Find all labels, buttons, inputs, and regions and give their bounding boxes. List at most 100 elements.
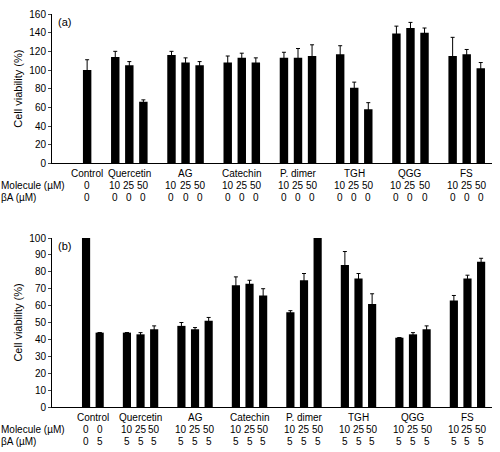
svg-text:50: 50 [419, 180, 431, 191]
svg-text:10: 10 [284, 424, 296, 435]
svg-text:TGH: TGH [344, 168, 365, 179]
svg-text:Control: Control [77, 412, 109, 423]
svg-text:70: 70 [35, 283, 47, 294]
svg-text:10: 10 [121, 424, 133, 435]
svg-text:50: 50 [257, 424, 269, 435]
svg-text:0: 0 [464, 192, 470, 203]
svg-text:30: 30 [35, 351, 47, 362]
svg-text:5: 5 [410, 436, 416, 447]
svg-text:25: 25 [189, 424, 201, 435]
svg-text:10: 10 [109, 180, 121, 191]
svg-text:QGG: QGG [401, 412, 425, 423]
svg-text:Molecule (µM): Molecule (µM) [1, 424, 65, 435]
svg-text:5: 5 [233, 436, 239, 447]
svg-text:AG: AG [188, 412, 203, 423]
svg-text:5: 5 [97, 436, 103, 447]
svg-text:10: 10 [175, 424, 187, 435]
svg-text:Cell viability (%): Cell viability (%) [12, 283, 24, 361]
svg-text:5: 5 [369, 436, 375, 447]
svg-text:0: 0 [197, 192, 203, 203]
svg-text:QGG: QGG [398, 168, 422, 179]
svg-text:0: 0 [351, 192, 357, 203]
svg-text:0: 0 [478, 192, 484, 203]
svg-text:5: 5 [287, 436, 293, 447]
svg-text:10: 10 [35, 385, 47, 396]
svg-text:0: 0 [239, 192, 245, 203]
svg-text:90: 90 [35, 249, 47, 260]
svg-text:0: 0 [450, 192, 456, 203]
svg-text:25: 25 [298, 424, 310, 435]
svg-text:5: 5 [478, 436, 484, 447]
svg-text:40: 40 [35, 334, 47, 345]
svg-text:0: 0 [97, 424, 103, 435]
svg-text:5: 5 [247, 436, 253, 447]
svg-text:25: 25 [404, 180, 416, 191]
svg-text:50: 50 [148, 424, 160, 435]
svg-text:0: 0 [422, 192, 428, 203]
svg-text:25: 25 [348, 180, 360, 191]
svg-text:20: 20 [35, 368, 47, 379]
svg-text:Molecule (µM): Molecule (µM) [1, 180, 65, 191]
svg-text:5: 5 [151, 436, 157, 447]
svg-text:0: 0 [365, 192, 371, 203]
svg-text:0: 0 [84, 192, 90, 203]
svg-text:Quercetin: Quercetin [119, 412, 162, 423]
svg-text:0: 0 [281, 192, 287, 203]
svg-text:10: 10 [278, 180, 290, 191]
svg-text:0: 0 [40, 402, 46, 413]
svg-text:5: 5 [342, 436, 348, 447]
svg-text:25: 25 [353, 424, 365, 435]
svg-text:50: 50 [421, 424, 433, 435]
svg-text:5: 5 [260, 436, 266, 447]
svg-text:0: 0 [140, 192, 146, 203]
svg-text:50: 50 [35, 317, 47, 328]
svg-text:25: 25 [123, 180, 135, 191]
svg-text:0: 0 [126, 192, 132, 203]
svg-text:0: 0 [112, 192, 118, 203]
svg-text:0: 0 [40, 158, 46, 169]
svg-text:140: 140 [29, 27, 46, 38]
svg-text:160: 160 [29, 9, 46, 20]
svg-text:0: 0 [225, 192, 231, 203]
svg-text:10: 10 [230, 424, 242, 435]
svg-text:25: 25 [461, 424, 473, 435]
svg-text:120: 120 [29, 46, 46, 57]
svg-text:0: 0 [407, 192, 413, 203]
svg-text:10: 10 [165, 180, 177, 191]
svg-text:5: 5 [178, 436, 184, 447]
svg-text:25: 25 [180, 180, 192, 191]
svg-text:50: 50 [137, 180, 149, 191]
svg-text:AG: AG [178, 168, 193, 179]
svg-text:40: 40 [35, 121, 47, 132]
svg-text:Control: Control [71, 168, 103, 179]
svg-text:P. dimer: P. dimer [280, 168, 317, 179]
svg-text:0: 0 [253, 192, 259, 203]
svg-text:(a): (a) [58, 16, 71, 28]
svg-text:10: 10 [390, 180, 402, 191]
svg-text:(b): (b) [58, 240, 71, 252]
svg-text:0: 0 [83, 436, 89, 447]
svg-text:0: 0 [84, 180, 90, 191]
svg-text:Catechin: Catechin [222, 168, 261, 179]
svg-text:50: 50 [250, 180, 262, 191]
svg-text:Quercetin: Quercetin [108, 168, 151, 179]
svg-text:25: 25 [135, 424, 147, 435]
svg-text:100: 100 [29, 65, 46, 76]
svg-text:10: 10 [334, 180, 346, 191]
svg-text:5: 5 [356, 436, 362, 447]
svg-text:50: 50 [203, 424, 215, 435]
svg-text:FS: FS [460, 168, 473, 179]
svg-text:5: 5 [206, 436, 212, 447]
svg-text:FS: FS [461, 412, 474, 423]
svg-text:10: 10 [448, 424, 460, 435]
svg-text:10: 10 [222, 180, 234, 191]
svg-text:5: 5 [192, 436, 198, 447]
svg-text:50: 50 [475, 180, 487, 191]
svg-text:60: 60 [35, 102, 47, 113]
svg-text:80: 80 [35, 83, 47, 94]
svg-text:P. dimer: P. dimer [286, 412, 323, 423]
svg-text:βA (µM): βA (µM) [1, 436, 36, 447]
svg-text:10: 10 [447, 180, 459, 191]
svg-text:5: 5 [464, 436, 470, 447]
svg-text:100: 100 [29, 233, 46, 244]
